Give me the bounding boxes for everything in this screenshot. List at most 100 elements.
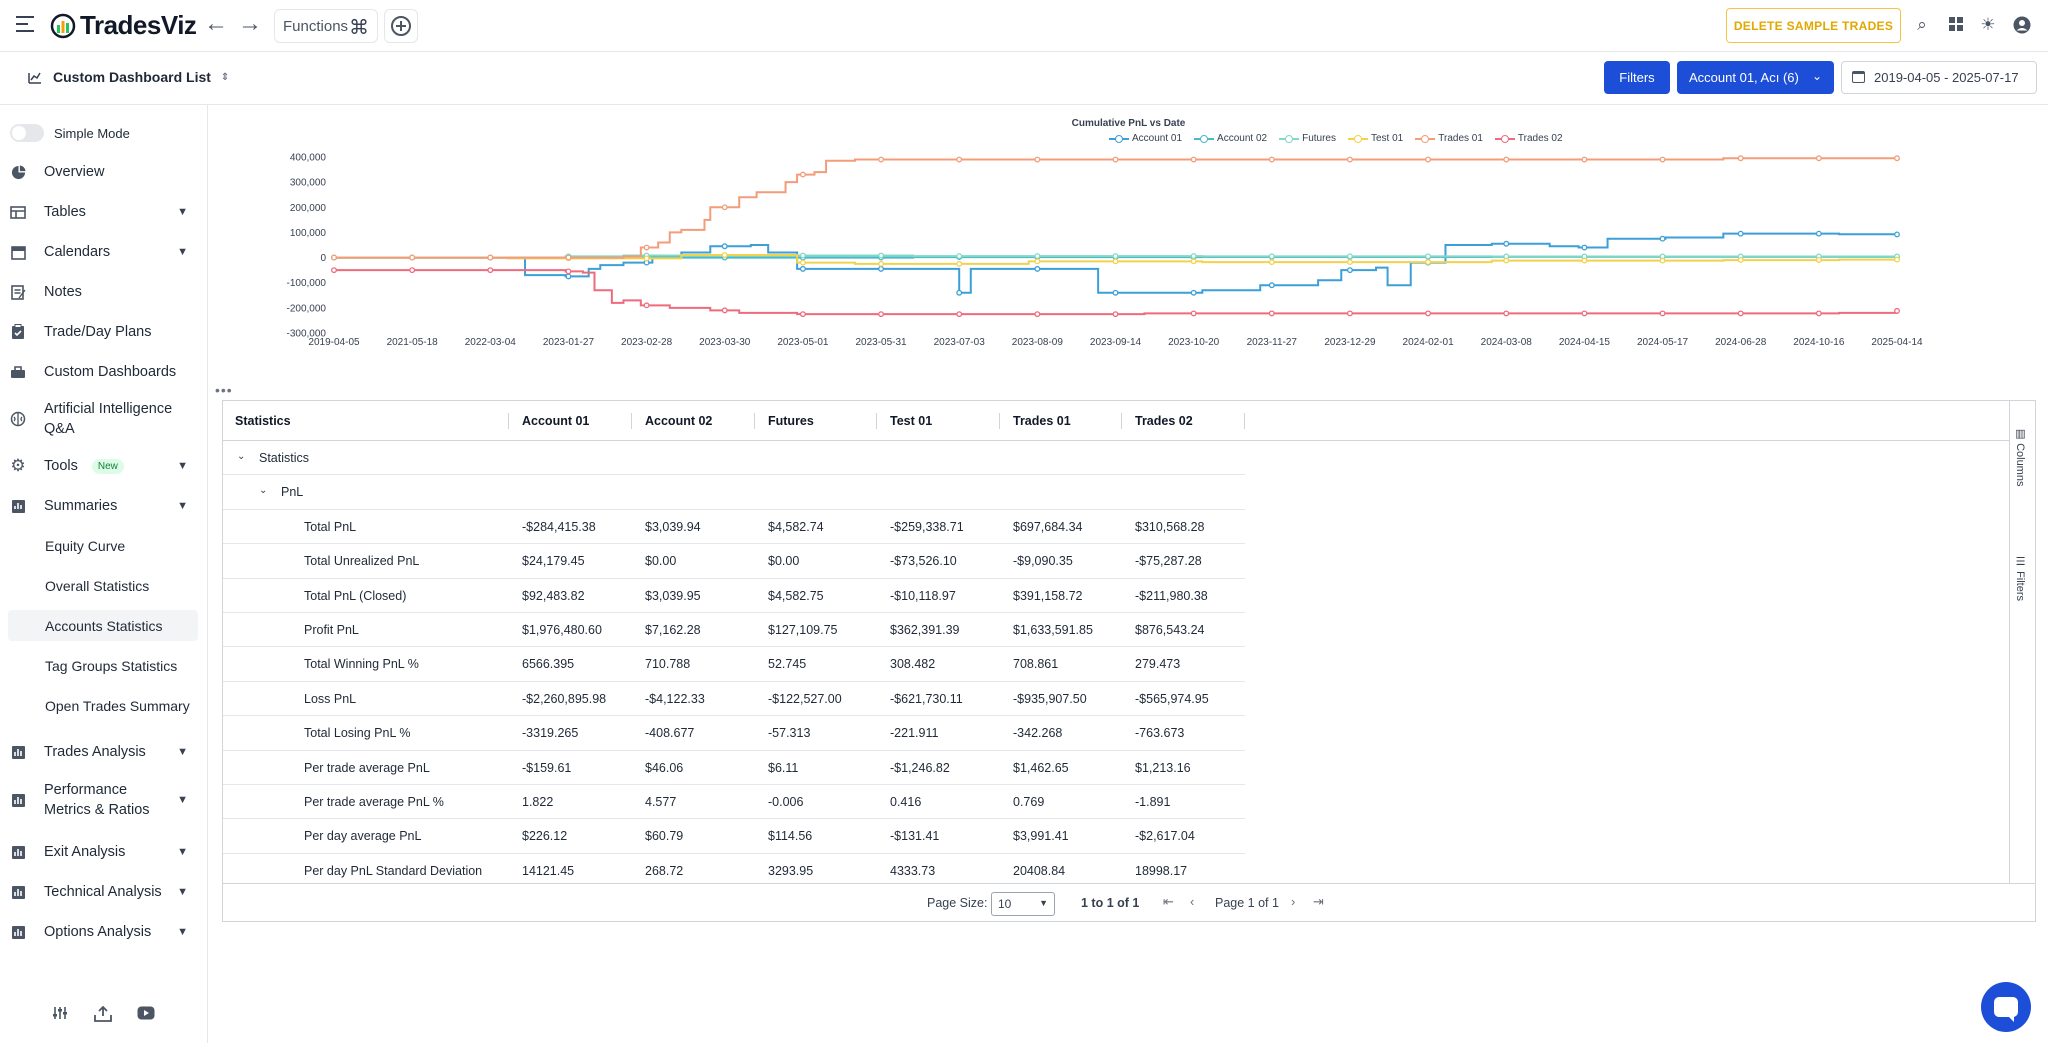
table-row[interactable]: Total Losing PnL % -3319.265 -408.677 -57.3…	[223, 716, 1245, 751]
series-line-account-01	[334, 232, 1898, 294]
search-icon[interactable]: ⌕	[1917, 15, 1927, 34]
menu-icon[interactable]	[16, 16, 34, 32]
sidebar-item-performance-metrics[interactable]: Performance Metrics & Ratios ▼	[8, 780, 198, 820]
legend-item[interactable]: Test 01	[1348, 133, 1403, 144]
chevron-down-icon[interactable]: ⌄	[259, 485, 268, 497]
apps-grid-icon[interactable]	[1947, 16, 1965, 34]
sidebar-subitem-equity-curve[interactable]: Equity Curve	[45, 537, 126, 554]
page-size-select[interactable]: 10 ▼	[991, 892, 1055, 916]
table-row[interactable]: Per day PnL Standard Deviation 14121.45 26…	[223, 854, 1245, 883]
sidebar-item-summaries[interactable]: Summaries ▼	[8, 497, 198, 515]
legend-marker	[1109, 134, 1129, 144]
table-row[interactable]: Total Winning PnL % 6566.395 710.788 52.745…	[223, 647, 1245, 682]
filters-tab[interactable]: ☰ Filters	[2014, 555, 2027, 601]
sidebar-item-ai-qa[interactable]: Artificial Intelligence Q&A	[8, 399, 198, 439]
series-point	[1112, 253, 1119, 260]
legend-item[interactable]: Account 01	[1109, 133, 1182, 144]
table-row[interactable]: Total PnL -$284,415.38 $3,039.94 $4,582.74 -…	[223, 510, 1245, 545]
table-row[interactable]: Total PnL (Closed) $92,483.82 $3,039.95 $4,…	[223, 579, 1245, 613]
top-bar: TradesViz ← → Functions ⌘ DELETE SAMPLE …	[0, 0, 2048, 52]
first-page-icon[interactable]: ⇤	[1163, 894, 1174, 909]
column-separator[interactable]	[999, 413, 1000, 429]
table-row[interactable]: Loss PnL -$2,260,895.98 -$4,122.33 -$122,52…	[223, 682, 1245, 717]
add-button[interactable]	[384, 9, 418, 43]
series-point	[1581, 310, 1588, 317]
sidebar-subitem-tag-groups-statistics[interactable]: Tag Groups Statistics	[45, 657, 178, 674]
table-row[interactable]: Profit PnL $1,976,480.60 $7,162.28 $127,109…	[223, 613, 1245, 648]
custom-dashboard-list-dropdown[interactable]: Custom Dashboard List ⇕	[27, 69, 229, 85]
legend-item[interactable]: Account 02	[1194, 133, 1267, 144]
column-separator[interactable]	[876, 413, 877, 429]
sidebar-item-custom-dashboards[interactable]: Custom Dashboards	[8, 363, 198, 381]
column-separator[interactable]	[754, 413, 755, 429]
sidebar-item-technical-analysis[interactable]: Technical Analysis ▼	[8, 883, 198, 901]
sidebar-item-trade-day-plans[interactable]: Trade/Day Plans	[8, 323, 198, 341]
drag-handle-dots[interactable]: •••	[215, 382, 233, 398]
back-arrow-icon[interactable]: ←	[204, 10, 228, 37]
theme-sun-icon[interactable]: ☀	[1980, 15, 1996, 34]
next-page-icon[interactable]: ›	[1291, 894, 1296, 909]
sidebar-subitem-accounts-statistics[interactable]: Accounts Statistics	[8, 610, 198, 641]
group-row-pnl[interactable]: ⌄ PnL	[223, 475, 1245, 510]
toggle-switch[interactable]	[10, 124, 44, 142]
value-cell: -$73,526.10	[890, 554, 957, 569]
column-separator[interactable]	[508, 413, 509, 429]
sidebar-subitem-open-trades-summary[interactable]: Open Trades Summary	[45, 697, 190, 714]
columns-tab[interactable]: ▥ Columns	[2014, 427, 2027, 486]
legend-item[interactable]: Futures	[1279, 133, 1336, 144]
legend-item[interactable]: Trades 02	[1494, 133, 1563, 144]
app-logo[interactable]: TradesViz	[50, 10, 197, 41]
series-point	[565, 273, 572, 280]
table-row[interactable]: Per trade average PnL -$159.61 $46.06 $6.11…	[223, 751, 1245, 785]
sidebar-item-label: Notes	[44, 284, 82, 300]
sidebar-item-tables[interactable]: Tables ▼	[8, 203, 198, 221]
user-avatar-icon[interactable]	[2013, 16, 2031, 34]
chevron-down-icon: ▼	[177, 206, 188, 218]
functions-button[interactable]: Functions ⌘	[274, 9, 378, 43]
series-point	[1503, 156, 1510, 163]
sidebar-item-options-analysis[interactable]: Options Analysis ▼	[8, 923, 198, 941]
sidebar-subitem-overall-statistics[interactable]: Overall Statistics	[45, 577, 150, 594]
functions-label: Functions	[283, 17, 349, 35]
column-separator[interactable]	[1244, 413, 1245, 429]
sidebar-item-calendars[interactable]: Calendars ▼	[8, 243, 198, 261]
series-point	[799, 252, 806, 259]
previous-page-icon[interactable]: ‹	[1190, 894, 1195, 909]
column-header-trades-02[interactable]: Trades 02	[1135, 414, 1193, 428]
sliders-icon[interactable]	[52, 1006, 68, 1024]
table-row[interactable]: Per trade average PnL % 1.822 4.577 -0.006 0…	[223, 785, 1245, 820]
column-separator[interactable]	[631, 413, 632, 429]
column-header-futures[interactable]: Futures	[768, 414, 814, 428]
series-point	[643, 244, 650, 251]
column-header-test-01[interactable]: Test 01	[890, 414, 933, 428]
column-header-trades-01[interactable]: Trades 01	[1013, 414, 1071, 428]
date-range-picker[interactable]: 2019-04-05 - 2025-07-17	[1841, 61, 2037, 94]
sidebar-item-trades-analysis[interactable]: Trades Analysis ▼	[8, 743, 198, 761]
column-header-account-02[interactable]: Account 02	[645, 414, 713, 428]
column-separator[interactable]	[1121, 413, 1122, 429]
filters-button[interactable]: Filters	[1604, 61, 1670, 94]
chat-support-button[interactable]	[1981, 982, 2031, 1032]
y-tick-label: 300,000	[290, 178, 327, 189]
legend-item[interactable]: Trades 01	[1415, 133, 1483, 144]
upload-icon[interactable]	[94, 1005, 112, 1026]
column-header-account-01[interactable]: Account 01	[522, 414, 590, 428]
group-row-statistics[interactable]: ⌄ Statistics	[223, 441, 1245, 476]
forward-arrow-icon[interactable]: →	[238, 10, 262, 37]
series-point	[1268, 282, 1275, 289]
table-row[interactable]: Total Unrealized PnL $24,179.45 $0.00 $0.00…	[223, 544, 1245, 579]
delete-sample-trades-button[interactable]: DELETE SAMPLE TRADES	[1726, 8, 1901, 43]
youtube-icon[interactable]	[137, 1006, 155, 1024]
sidebar-item-notes[interactable]: Notes	[8, 283, 198, 301]
last-page-icon[interactable]: ⇥	[1313, 894, 1324, 909]
x-tick-label: 2024-02-01	[1403, 337, 1455, 348]
sidebar-item-overview[interactable]: Overview	[8, 163, 198, 181]
sidebar-item-tools[interactable]: ⚙ Tools New ▼	[8, 456, 198, 475]
column-header-statistics[interactable]: Statistics	[235, 414, 291, 428]
simple-mode-toggle[interactable]: Simple Mode	[10, 124, 130, 142]
chevron-down-icon[interactable]: ⌄	[237, 451, 246, 462]
account-select-button[interactable]: Account 01, Acı (6) ⌄	[1677, 61, 1834, 94]
series-point	[878, 311, 884, 318]
table-row[interactable]: Per day average PnL $226.12 $60.79 $114.56 -…	[223, 819, 1245, 854]
sidebar-item-exit-analysis[interactable]: Exit Analysis ▼	[8, 843, 198, 861]
